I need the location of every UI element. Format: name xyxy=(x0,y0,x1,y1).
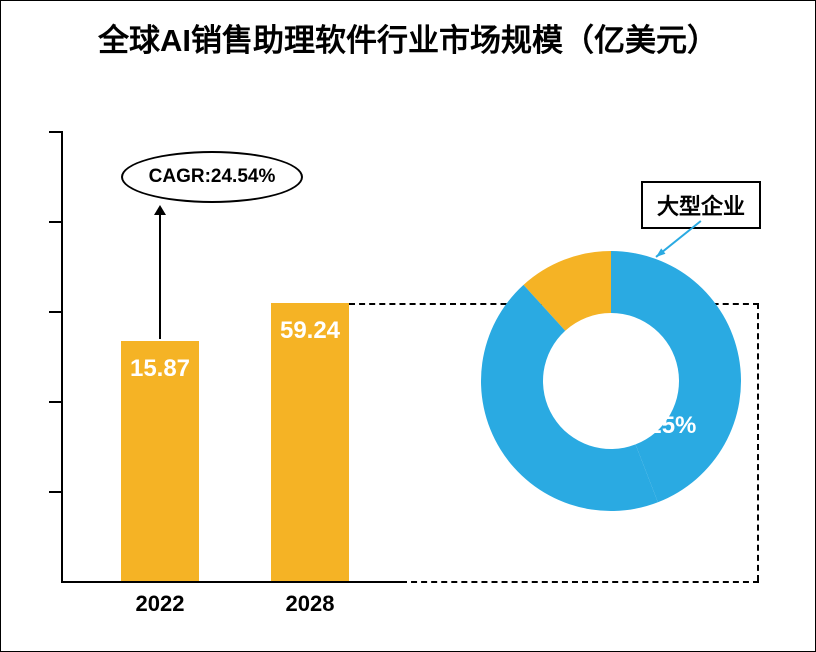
y-axis xyxy=(61,131,63,581)
cagr-bubble: CAGR:24.54% xyxy=(121,151,303,203)
x-label-2028: 2028 xyxy=(261,591,359,617)
y-tick xyxy=(49,221,61,223)
bar-2022-value: 15.87 xyxy=(121,355,199,383)
arrow-up-icon xyxy=(154,205,166,215)
donut-chart: 88.25% xyxy=(481,251,741,511)
legend-callout-line xyxy=(646,211,731,287)
cagr-text: CAGR:24.54% xyxy=(149,166,276,188)
dashed-connector-bottom xyxy=(401,581,759,583)
donut-main-pct: 88.25% xyxy=(615,412,696,440)
y-tick xyxy=(49,311,61,313)
y-tick xyxy=(49,131,61,133)
dashed-connector-right xyxy=(757,303,759,581)
x-label-2022: 2022 xyxy=(111,591,209,617)
y-tick xyxy=(49,401,61,403)
chart-container: 全球AI销售助理软件行业市场规模（亿美元） 15.87 59.24 2022 2… xyxy=(0,0,816,652)
x-axis xyxy=(61,581,401,583)
bar-2028-value: 59.24 xyxy=(271,317,349,345)
chart-title: 全球AI销售助理软件行业市场规模（亿美元） xyxy=(1,1,815,60)
arrow-stem xyxy=(159,215,161,339)
y-tick xyxy=(49,491,61,493)
chart-area: 15.87 59.24 2022 2028 CAGR:24.54% 88.25%… xyxy=(61,101,761,621)
bar-2022: 15.87 xyxy=(121,341,199,581)
donut-svg xyxy=(481,251,741,511)
bar-2028: 59.24 xyxy=(271,303,349,581)
